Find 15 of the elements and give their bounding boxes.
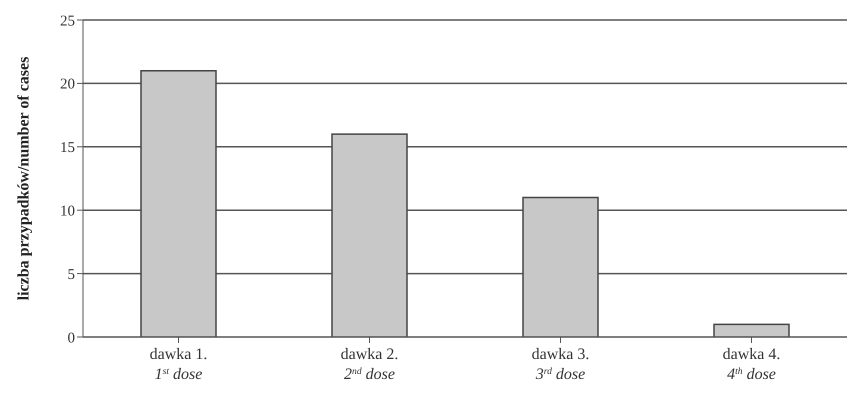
y-tick-label: 20 <box>60 76 75 93</box>
x-tick-label: dawka 1. 1$^{st}$ dose <box>150 346 208 383</box>
y-tick-label: 10 <box>60 204 75 220</box>
y-tick-label: 15 <box>60 140 75 156</box>
y-tick-label: 25 <box>60 13 75 30</box>
y-tick-label: 5 <box>68 266 75 283</box>
x-tick-label: dawka 4. 4$^{th}$ dose <box>722 346 780 383</box>
bar <box>713 324 790 337</box>
y-axis-title: liczba przypadków/number of cases <box>16 56 33 300</box>
x-tick-label: dawka 2. 2$^{nd}$ dose <box>340 346 398 383</box>
bar <box>140 70 217 337</box>
bar <box>331 133 408 337</box>
bar <box>522 196 599 337</box>
y-tick-label: 0 <box>68 330 75 346</box>
x-tick-label: dawka 3. 3$^{rd}$ dose <box>532 346 590 383</box>
